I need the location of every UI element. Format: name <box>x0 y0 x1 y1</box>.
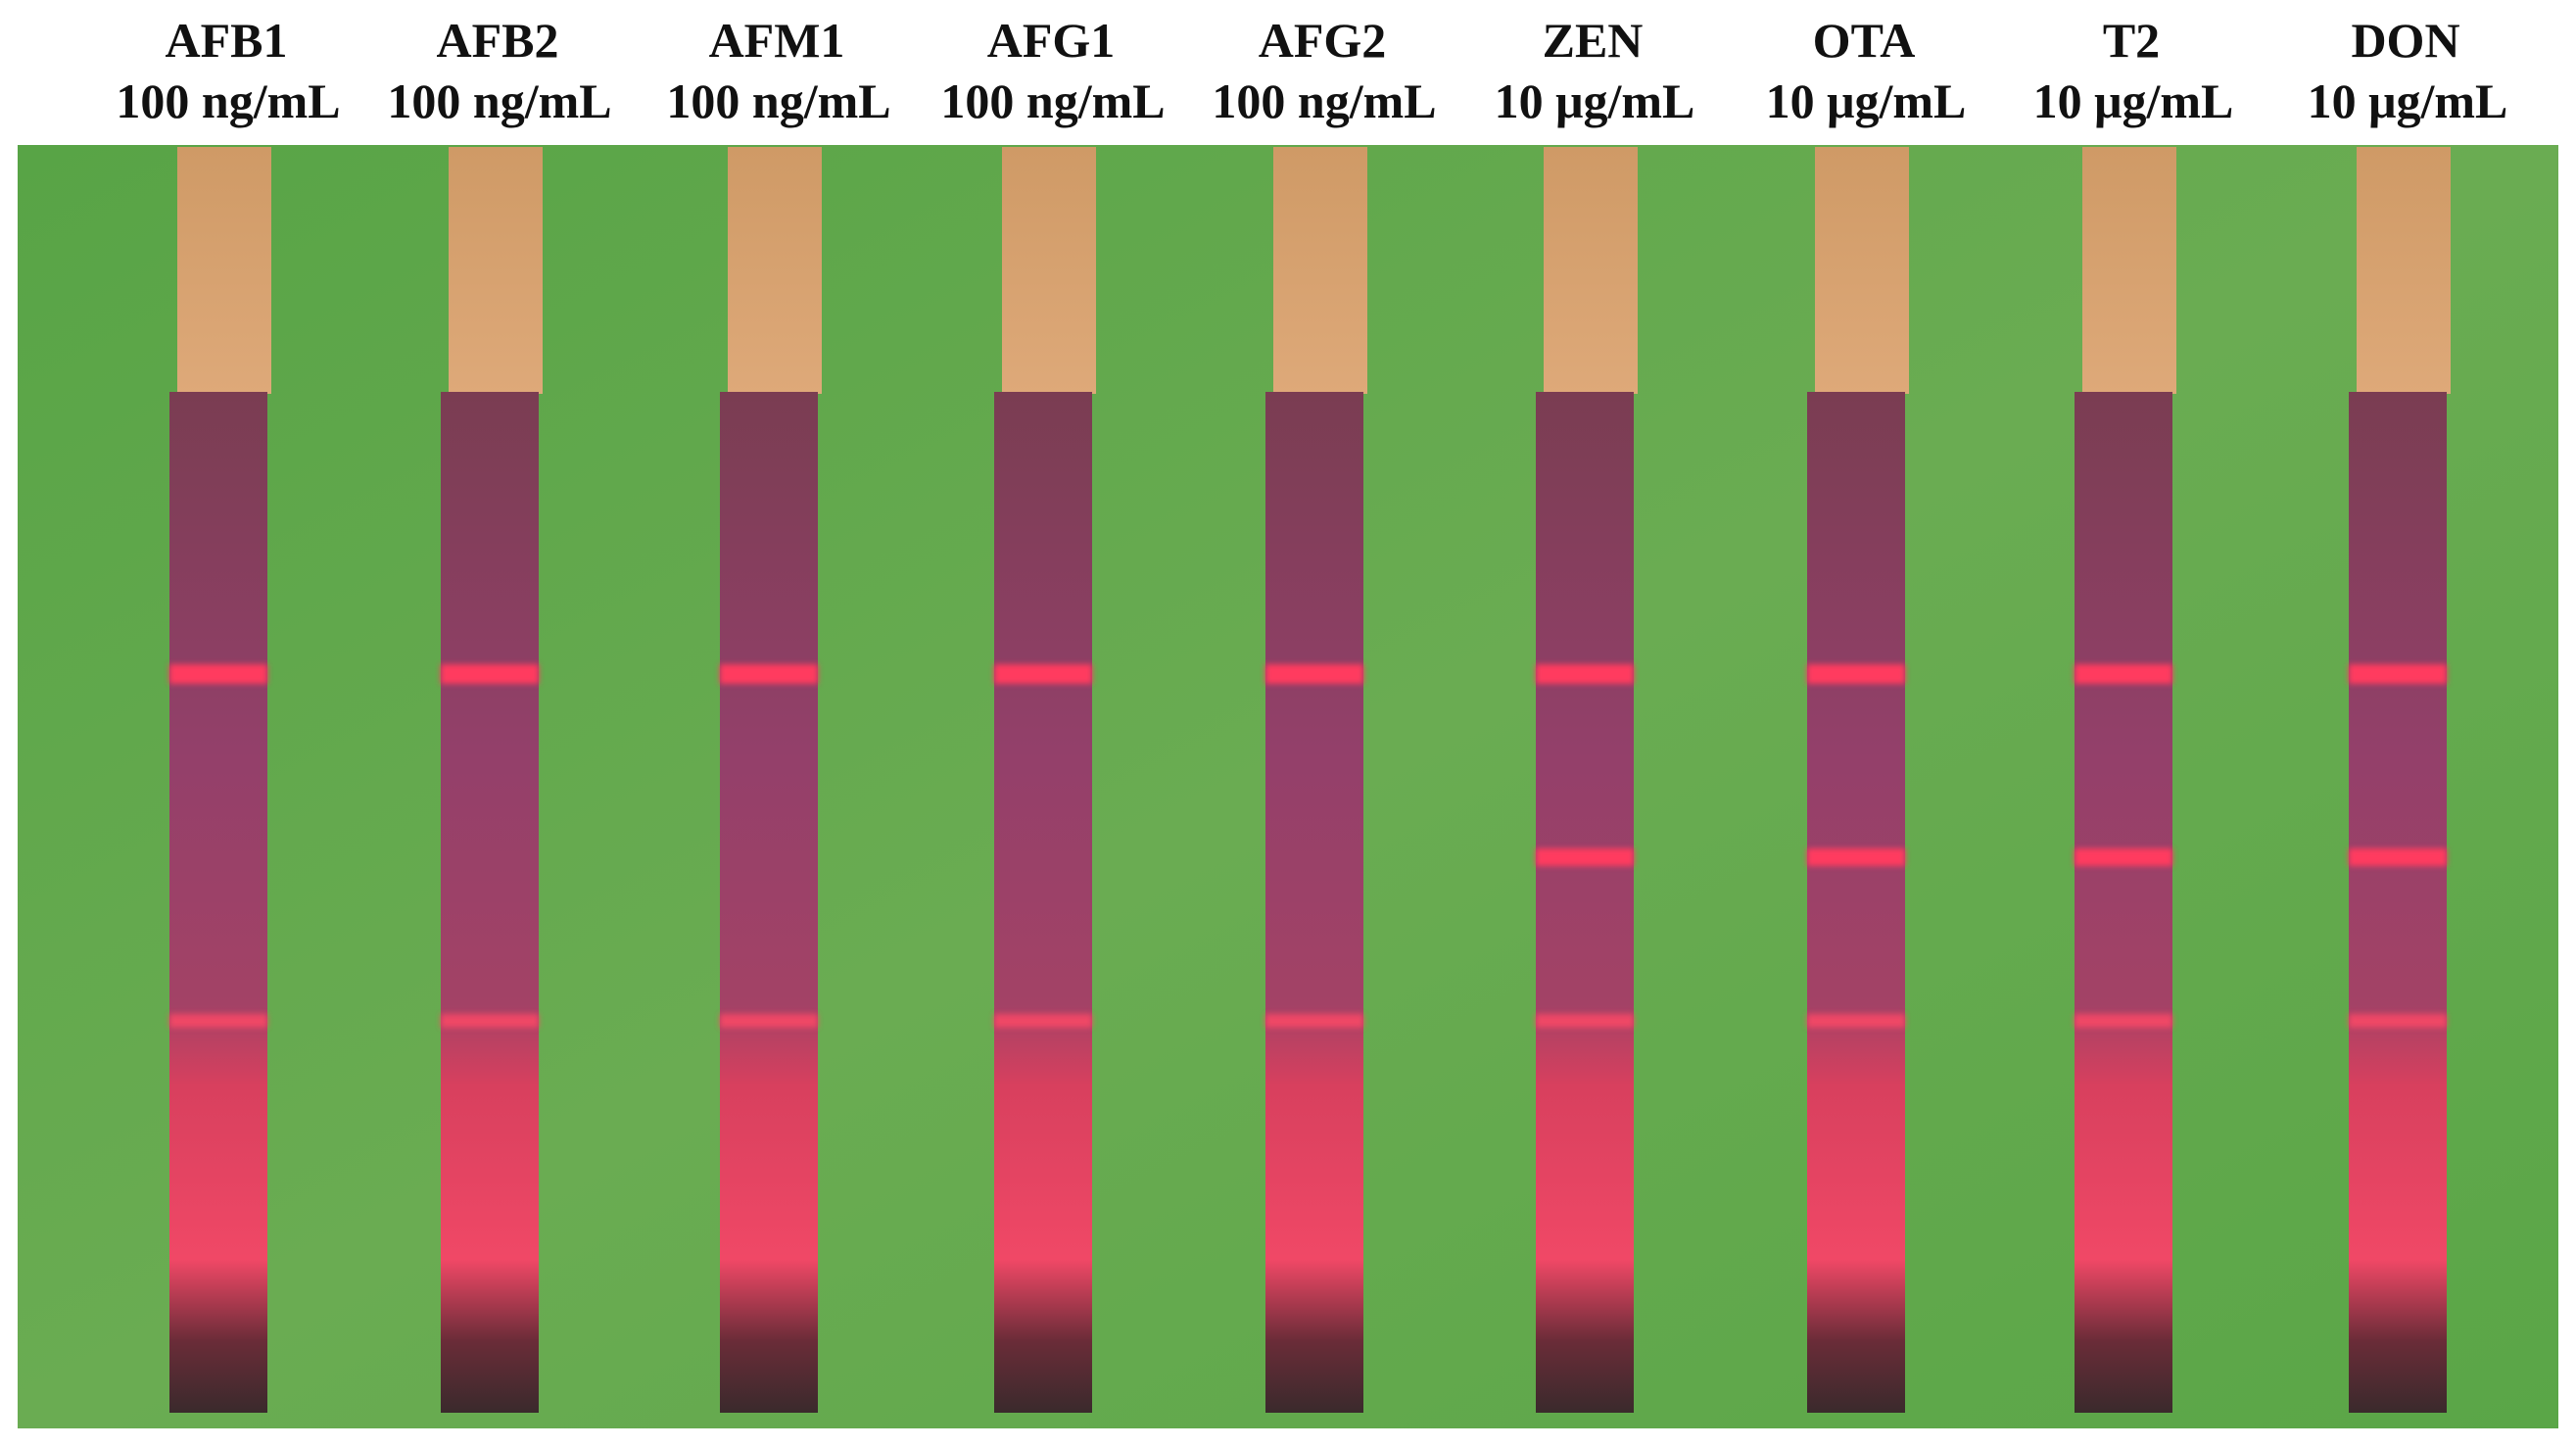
analyte-label: T2 <box>2103 13 2160 68</box>
membrane <box>2349 392 2447 1413</box>
concentration-label: 10 μg/mL <box>2033 73 2234 128</box>
analyte-label: AFB2 <box>437 13 559 68</box>
membrane <box>169 392 267 1413</box>
sample-pad <box>1273 147 1367 394</box>
strips <box>169 147 2451 1413</box>
control-line <box>1807 664 1905 684</box>
conjugate-band <box>2349 1014 2447 1028</box>
conjugate-band <box>994 1014 1092 1028</box>
sample-pad <box>449 147 543 394</box>
membrane <box>1265 392 1363 1413</box>
membrane <box>720 392 818 1413</box>
concentration-label: 100 ng/mL <box>116 73 340 128</box>
membrane <box>1536 392 1634 1413</box>
concentration-label: 10 μg/mL <box>2308 73 2508 128</box>
sample-pad <box>1002 147 1096 394</box>
test-line <box>1536 848 1634 866</box>
sample-pad <box>1544 147 1638 394</box>
concentration-label: 100 ng/mL <box>387 73 611 128</box>
conjugate-band <box>1265 1014 1363 1028</box>
test-strip <box>441 147 543 1413</box>
membrane <box>994 392 1092 1413</box>
analyte-label: AFM1 <box>709 13 845 68</box>
sample-pad <box>2357 147 2451 394</box>
membrane <box>1807 392 1905 1413</box>
test-strip <box>1265 147 1367 1413</box>
control-line <box>1536 664 1634 684</box>
sample-pad <box>2082 147 2176 394</box>
test-line <box>2075 848 2172 866</box>
control-line <box>441 664 539 684</box>
control-line <box>2075 664 2172 684</box>
test-strip <box>1536 147 1638 1413</box>
analyte-label: OTA <box>1813 13 1916 68</box>
control-line <box>2349 664 2447 684</box>
analyte-label: ZEN <box>1543 13 1644 68</box>
concentration-label: 10 μg/mL <box>1766 73 1967 128</box>
concentration-label: 100 ng/mL <box>666 73 890 128</box>
membrane <box>441 392 539 1413</box>
conjugate-band <box>720 1014 818 1028</box>
control-line <box>169 664 267 684</box>
control-line <box>720 664 818 684</box>
conjugate-band <box>441 1014 539 1028</box>
analyte-label: AFG2 <box>1259 13 1387 68</box>
test-strip <box>1807 147 1909 1413</box>
conjugate-band <box>2075 1014 2172 1028</box>
analyte-label: DON <box>2351 13 2459 68</box>
test-strip <box>720 147 822 1413</box>
concentration-label: 100 ng/mL <box>940 73 1165 128</box>
analyte-label: AFG1 <box>987 13 1116 68</box>
analyte-label: AFB1 <box>166 13 288 68</box>
concentration-label: 10 μg/mL <box>1495 73 1695 128</box>
conjugate-band <box>1536 1014 1634 1028</box>
conjugate-band <box>1807 1014 1905 1028</box>
sample-pad <box>1815 147 1909 394</box>
test-strip <box>2349 147 2451 1413</box>
test-strip <box>2075 147 2176 1413</box>
test-strip <box>994 147 1096 1413</box>
test-strip <box>169 147 271 1413</box>
test-line <box>2349 848 2447 866</box>
control-line <box>994 664 1092 684</box>
control-line <box>1265 664 1363 684</box>
conjugate-band <box>169 1014 267 1028</box>
test-line <box>1807 848 1905 866</box>
concentration-label: 100 ng/mL <box>1212 73 1436 128</box>
sample-pad <box>728 147 822 394</box>
membrane <box>2075 392 2172 1413</box>
sample-pad <box>177 147 271 394</box>
